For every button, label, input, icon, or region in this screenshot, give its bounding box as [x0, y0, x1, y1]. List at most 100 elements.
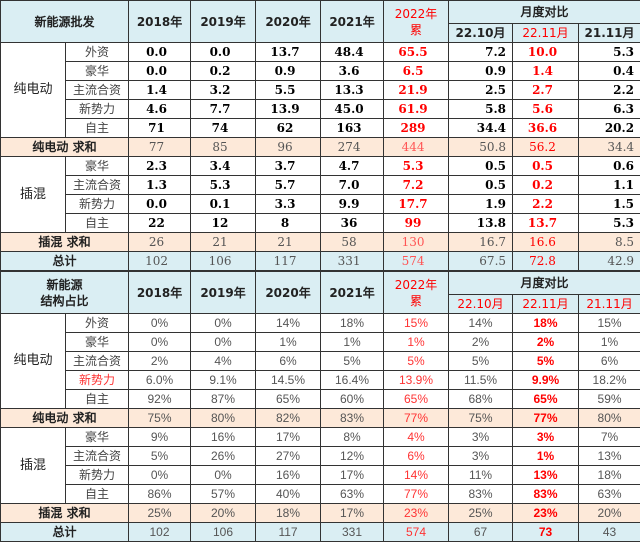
value-cell: 0.9: [448, 61, 514, 81]
table-row: 豪华 0.0 0.2 0.9 3.6 6.5 0.9 1.4 0.4: [1, 61, 640, 81]
value-cell: 18%: [255, 503, 322, 523]
table-row: 自主 92% 87% 65% 60% 65% 68% 65% 59%: [1, 389, 640, 409]
segment-label: 自主: [64, 484, 130, 504]
value-cell: 18%: [578, 465, 640, 485]
total-label: 总计: [0, 251, 130, 271]
month-header: 21.11月: [578, 294, 640, 314]
value-cell: 65.5: [383, 42, 450, 62]
table-title: 新能源 结构占比: [0, 271, 130, 314]
segment-label: 豪华: [64, 156, 130, 176]
value-cell: 25%: [448, 503, 514, 523]
segment-label: 新势力: [64, 194, 130, 214]
segment-label: 主流合资: [64, 446, 130, 466]
value-cell: 16%: [190, 427, 257, 447]
value-cell: 5.7: [255, 175, 322, 195]
value-cell: 48.4: [320, 42, 385, 62]
value-cell: 16.4%: [320, 370, 385, 390]
value-cell: 83%: [448, 484, 514, 504]
value-cell: 5.3: [578, 42, 640, 62]
value-cell: 85: [190, 137, 257, 157]
monthly-comparison-header: 月度对比: [448, 271, 640, 295]
value-cell: 2.5: [448, 80, 514, 100]
value-cell: 58: [320, 232, 385, 252]
year-header: 2019年: [190, 0, 257, 43]
value-cell: 83%: [320, 408, 385, 428]
value-cell: 21.9: [383, 80, 450, 100]
table-row: 纯电动 外资 0% 0% 14% 18% 15% 14% 18% 15%: [0, 313, 640, 409]
value-cell: 0.5: [448, 156, 514, 176]
segment-label: 自主: [64, 213, 130, 233]
value-cell: 74: [190, 118, 257, 138]
value-cell: 72.8: [512, 251, 580, 271]
value-cell: 71: [128, 118, 192, 138]
value-cell: 2%: [512, 332, 580, 352]
table-row: 主流合资 1.3 5.3 5.7 7.0 7.2 0.5 0.2 1.1: [1, 175, 640, 195]
value-cell: 0%: [128, 313, 192, 333]
value-cell: 102: [128, 522, 192, 542]
value-cell: 1.4: [512, 61, 580, 81]
value-cell: 4%: [190, 351, 257, 371]
value-cell: 0.2: [512, 175, 580, 195]
value-cell: 23%: [512, 503, 580, 523]
table-row: 主流合资 5% 26% 27% 12% 6% 3% 1% 13%: [1, 446, 640, 466]
segment-label: 豪华: [64, 61, 130, 81]
value-cell: 130: [383, 232, 450, 252]
value-cell: 7.2: [448, 42, 514, 62]
value-cell: 86%: [128, 484, 192, 504]
value-cell: 40%: [255, 484, 322, 504]
table-row: 新势力 4.6 7.7 13.9 45.0 61.9 5.8 5.6 6.3: [1, 99, 640, 119]
value-cell: 0.9: [255, 61, 322, 81]
value-cell: 11%: [448, 465, 514, 485]
value-cell: 73: [512, 522, 580, 542]
value-cell: 0.6: [578, 156, 640, 176]
value-cell: 36.6: [512, 118, 580, 138]
value-cell: 7%: [578, 427, 640, 447]
segment-label: 新势力: [64, 465, 130, 485]
value-cell: 82%: [255, 408, 322, 428]
group-label: 纯电动: [0, 42, 66, 138]
segment-label: 新势力: [64, 99, 130, 119]
segment-label: 外资: [64, 42, 130, 62]
table-row: 自主 71 74 62 163 289 34.4 36.6 20.2: [1, 118, 640, 138]
value-cell: 20.2: [578, 118, 640, 138]
value-cell: 0.0: [190, 42, 257, 62]
table-row: 插混 豪华 9% 16% 17% 8% 4% 3% 3% 7%: [0, 427, 640, 504]
value-cell: 5.5: [255, 80, 322, 100]
group-label: 插混: [0, 427, 66, 504]
value-cell: 3%: [512, 427, 580, 447]
value-cell: 6.0%: [128, 370, 192, 390]
value-cell: 9.9%: [512, 370, 580, 390]
value-cell: 106: [190, 522, 257, 542]
month-header: 22.10月: [448, 23, 514, 43]
value-cell: 5%: [448, 351, 514, 371]
value-cell: 65%: [255, 389, 322, 409]
value-cell: 1.5: [578, 194, 640, 214]
value-cell: 2.3: [128, 156, 192, 176]
value-cell: 2%: [128, 351, 192, 371]
value-cell: 77%: [512, 408, 580, 428]
value-cell: 4%: [383, 427, 450, 447]
value-cell: 17%: [255, 427, 322, 447]
value-cell: 2.7: [512, 80, 580, 100]
value-cell: 13%: [578, 446, 640, 466]
value-cell: 18%: [512, 313, 580, 333]
value-cell: 1%: [320, 332, 385, 352]
value-cell: 12%: [320, 446, 385, 466]
table-row: 新势力 0.0 0.1 3.3 9.9 17.7 1.9 2.2 1.5: [1, 194, 640, 214]
value-cell: 3.7: [255, 156, 322, 176]
value-cell: 0%: [190, 313, 257, 333]
table-row: 纯电动 外资 0.0 0.0 13.7 48.4 65.5 7.2 10.0 5.3: [0, 42, 640, 138]
value-cell: 10.0: [512, 42, 580, 62]
table-row: 豪华 0% 0% 1% 1% 1% 2% 2% 1%: [1, 332, 640, 352]
value-cell: 574: [383, 251, 450, 271]
value-cell: 7.7: [190, 99, 257, 119]
value-cell: 17%: [320, 503, 385, 523]
value-cell: 87%: [190, 389, 257, 409]
value-cell: 117: [255, 251, 322, 271]
segment-label: 自主: [64, 389, 130, 409]
value-cell: 5.3: [383, 156, 450, 176]
value-cell: 1.9: [448, 194, 514, 214]
value-cell: 3%: [448, 446, 514, 466]
month-header: 22.11月: [512, 23, 580, 43]
